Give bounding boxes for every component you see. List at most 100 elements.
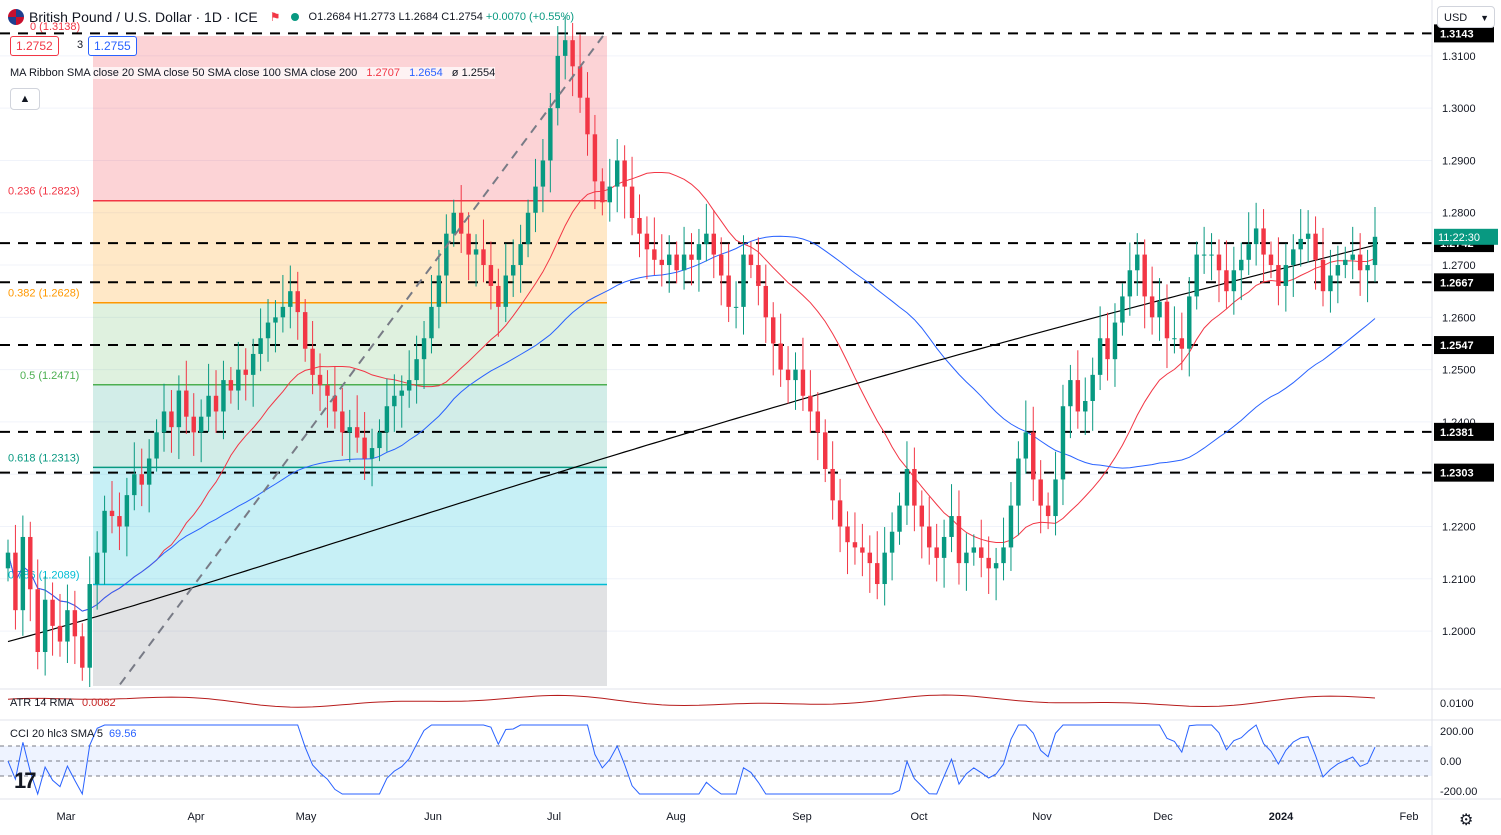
candle-body [548, 108, 553, 161]
low-value: L1.2684 [398, 11, 439, 23]
candle-body [644, 233, 650, 250]
candle-body [837, 500, 843, 527]
gbp-usd-flag-icon [8, 9, 24, 25]
candle-body [941, 536, 947, 558]
level-label: 1.2303 [1440, 468, 1474, 480]
tradingview-logo[interactable]: 17 [14, 768, 37, 793]
atr-line [7, 694, 1376, 708]
candle-body [406, 380, 412, 391]
candle-body [72, 610, 78, 637]
time-tick-label: Sep [792, 811, 812, 823]
candle-body [652, 249, 657, 260]
candle-body [1224, 270, 1229, 292]
candle-body [362, 437, 367, 459]
candle-body [1261, 228, 1266, 255]
candle-body [949, 516, 954, 537]
candle-body [325, 385, 330, 396]
sma50-value: 1.2654 [409, 67, 443, 79]
cci-legend[interactable]: CCI 20 hlc3 SMA 5 69.56 [10, 728, 136, 740]
change-value: +0.0070 (+0.55%) [485, 11, 574, 23]
candle-body [726, 275, 731, 307]
candle-body [1268, 254, 1274, 266]
candle-body [1216, 254, 1222, 271]
candle-body [198, 416, 204, 433]
candle-body [265, 322, 271, 339]
currency-selector[interactable]: USD ▼ [1437, 6, 1495, 28]
candle-body [607, 186, 612, 203]
fib-level-label: 0.618 (1.2313) [8, 452, 80, 464]
price-tick-label: 1.2700 [1442, 260, 1476, 272]
level-label-box [1434, 463, 1494, 482]
candle-body [808, 395, 813, 412]
candle-body [1298, 238, 1303, 250]
candle-body [5, 552, 11, 569]
candle-body [1090, 374, 1095, 402]
candle-body [1209, 254, 1214, 256]
candle-body [666, 254, 672, 266]
candle-body [1038, 479, 1043, 506]
candle-body [132, 474, 137, 496]
candle-body [1372, 236, 1378, 266]
fib-zone [93, 302, 607, 385]
candle-body [310, 348, 315, 375]
candle-body [109, 510, 115, 517]
candle-body [87, 584, 92, 668]
candle-body [280, 306, 286, 318]
candle-body [1239, 259, 1244, 271]
close-value: C1.2754 [441, 11, 483, 23]
candle-body [956, 516, 962, 564]
candle-body [711, 233, 717, 255]
indicator-tick-label: 0.0100 [1440, 698, 1474, 710]
candle-body [57, 625, 63, 642]
candle-body [993, 563, 999, 569]
candle-body [889, 531, 895, 553]
dashed-trendline [119, 35, 604, 686]
candle-body [1045, 505, 1051, 517]
candle-body [451, 212, 456, 234]
candle-body [525, 212, 531, 245]
candle-body [250, 353, 256, 375]
candle-body [1112, 322, 1118, 360]
spread-value: 3 [72, 36, 89, 54]
candle-body [622, 160, 627, 187]
candle-body [1031, 432, 1036, 480]
price-tick-label: 1.3000 [1442, 103, 1476, 115]
red-flag-icon[interactable]: ⚑ [269, 10, 281, 24]
time-tick-label: Mar [57, 811, 76, 823]
candle-body [354, 427, 360, 438]
collapse-legend-button[interactable]: ▲ [10, 88, 40, 110]
candle-body [748, 254, 754, 266]
candle-body [117, 516, 122, 527]
candle-body [1120, 296, 1125, 323]
sma200-value: ø 1.2554 [451, 67, 496, 79]
candle-body [1283, 265, 1289, 286]
candle-body [689, 254, 694, 260]
candle-body [971, 547, 977, 553]
buy-price-button[interactable]: 1.2755 [88, 36, 137, 56]
cci-line [7, 724, 1376, 796]
fibonacci-retracement: 0 (1.3138) 0.236 (1.2823) 0.382 (1.2628) 0.… [8, 21, 607, 686]
atr-legend[interactable]: ATR 14 RMA 0.0082 [10, 697, 116, 709]
candle-body [169, 411, 174, 428]
candle-body [184, 390, 189, 417]
candle-body [503, 275, 508, 307]
symbol-title[interactable]: British Pound / U.S. Dollar · 1D · ICE [29, 9, 258, 25]
candle-body [793, 369, 798, 381]
gear-icon[interactable]: ⚙ [1459, 812, 1474, 829]
candle-body [1083, 401, 1088, 412]
level-label-box [1434, 336, 1494, 355]
candle-body [1365, 265, 1370, 271]
candle-body [295, 291, 300, 313]
sell-price-button[interactable]: 1.2752 [10, 36, 59, 56]
candle-body [258, 338, 263, 354]
chevron-up-icon: ▲ [19, 93, 31, 105]
candle-body [340, 411, 345, 433]
candle-body [964, 552, 969, 564]
cci-value: 69.56 [108, 728, 137, 740]
ma-ribbon-legend[interactable]: MA Ribbon SMA close 20 SMA close 50 SMA … [10, 67, 496, 79]
fib-zone [93, 36, 607, 201]
level-label: 1.3143 [1440, 28, 1474, 40]
ma-ribbon-label: MA Ribbon SMA close 20 SMA close 50 SMA … [10, 67, 358, 79]
level-label-box [1434, 24, 1494, 43]
candle-body [191, 416, 196, 433]
